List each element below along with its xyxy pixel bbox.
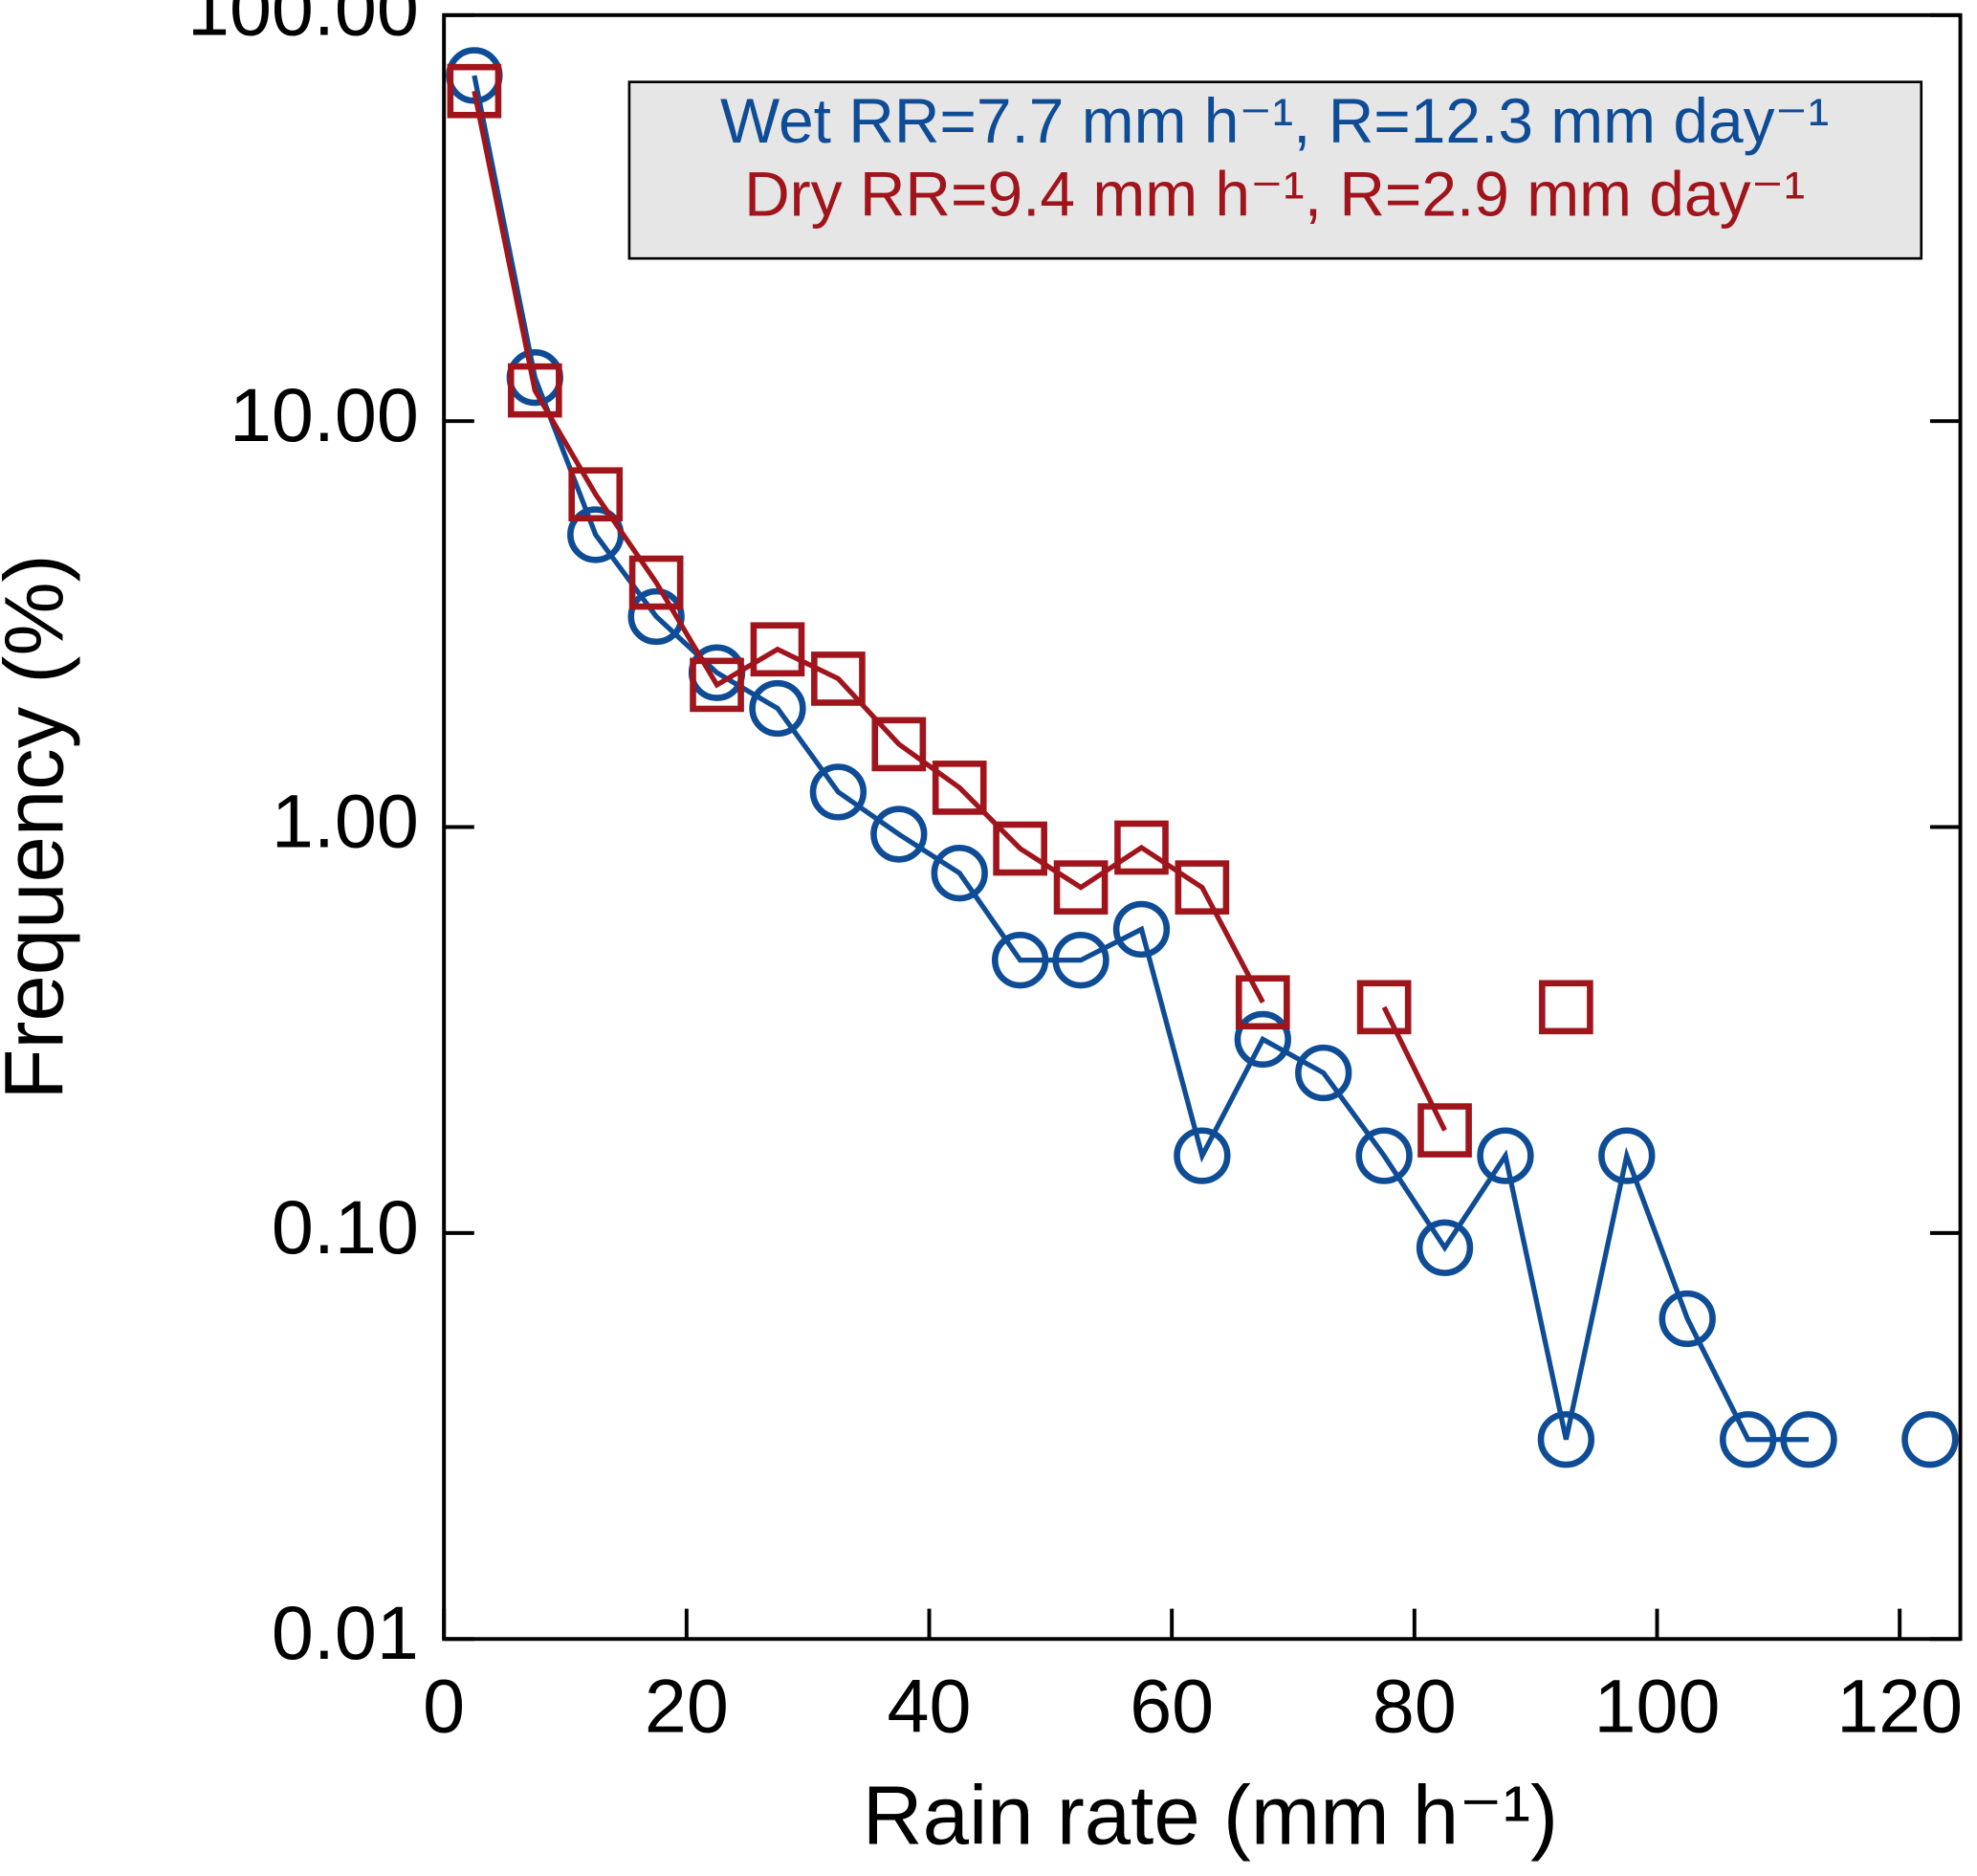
x-axis-title: Rain rate (mm h⁻¹) bbox=[863, 1769, 1558, 1862]
circle-marker bbox=[809, 763, 868, 821]
circle-marker bbox=[931, 845, 988, 902]
circle-marker bbox=[1780, 1411, 1837, 1468]
y-tick-label: 0.10 bbox=[272, 1184, 419, 1269]
legend-entry: Dry RR=9.4 mm h⁻¹, R=2.9 mm day⁻¹ bbox=[744, 159, 1805, 230]
x-tick-label: 120 bbox=[1836, 1664, 1963, 1749]
circle-marker bbox=[1355, 1127, 1413, 1184]
circle-marker bbox=[1658, 1290, 1716, 1348]
circle-marker bbox=[1901, 1411, 1959, 1468]
circle-marker bbox=[870, 806, 928, 863]
circle-marker bbox=[567, 506, 625, 563]
circle-marker bbox=[627, 587, 685, 646]
circle-marker bbox=[1234, 1010, 1291, 1069]
square-marker bbox=[1053, 860, 1109, 915]
x-tick-label: 60 bbox=[1130, 1664, 1214, 1749]
square-marker bbox=[871, 717, 927, 772]
square-marker bbox=[628, 555, 684, 610]
circle-marker bbox=[1598, 1127, 1656, 1184]
square-marker bbox=[690, 657, 744, 713]
square-marker bbox=[932, 761, 987, 815]
y-axis-title: Frequency (%) bbox=[0, 554, 80, 1099]
y-tick-label: 100.00 bbox=[187, 0, 419, 52]
x-tick-label: 100 bbox=[1594, 1664, 1721, 1749]
circle-marker bbox=[749, 679, 806, 738]
y-tick-label: 10.00 bbox=[230, 372, 419, 457]
square-marker bbox=[507, 363, 562, 418]
x-tick-label: 20 bbox=[645, 1664, 729, 1749]
square-marker bbox=[1114, 820, 1169, 875]
square-marker bbox=[1417, 1103, 1472, 1158]
circle-marker bbox=[1416, 1219, 1474, 1276]
square-marker bbox=[1356, 980, 1412, 1035]
square-marker bbox=[750, 622, 805, 677]
x-tick-label: 80 bbox=[1373, 1664, 1457, 1749]
square-marker bbox=[1539, 980, 1593, 1035]
x-tick-label: 0 bbox=[423, 1664, 465, 1749]
square-marker bbox=[1175, 860, 1230, 915]
legend-box bbox=[627, 80, 1923, 260]
legend-entry: Wet RR=7.7 mm h⁻¹, R=12.3 mm day⁻¹ bbox=[720, 85, 1829, 156]
circle-marker bbox=[1477, 1127, 1534, 1184]
square-marker bbox=[993, 821, 1047, 876]
circle-marker bbox=[1719, 1411, 1777, 1468]
circle-marker bbox=[1112, 900, 1171, 959]
square-marker bbox=[811, 651, 866, 706]
circle-marker bbox=[1052, 932, 1109, 989]
square-marker bbox=[568, 467, 624, 522]
square-marker bbox=[447, 63, 502, 119]
y-tick-label: 1.00 bbox=[272, 778, 419, 863]
y-tick-label: 0.01 bbox=[272, 1590, 419, 1675]
circle-marker bbox=[991, 932, 1049, 989]
circle-marker bbox=[1295, 1044, 1352, 1102]
series-line bbox=[474, 76, 1930, 1440]
circle-marker bbox=[1174, 1127, 1231, 1184]
x-tick-label: 40 bbox=[888, 1664, 972, 1749]
circle-marker bbox=[1537, 1411, 1595, 1468]
square-marker bbox=[1235, 975, 1290, 1030]
